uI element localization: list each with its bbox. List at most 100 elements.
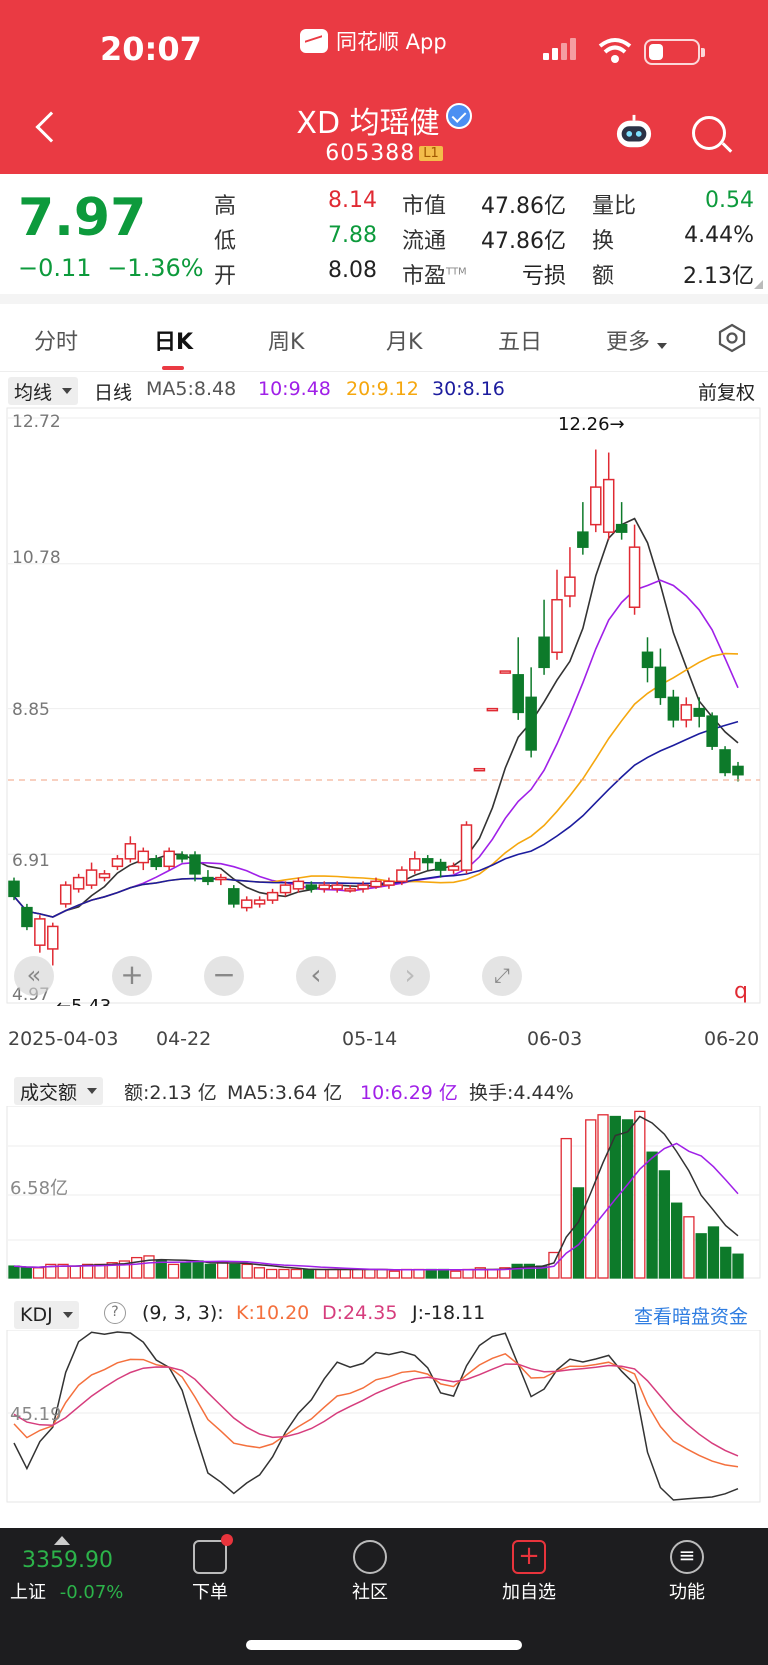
volume-bar: [585, 1119, 597, 1279]
signal-icon: [543, 38, 576, 60]
volume-bar: [401, 1268, 413, 1279]
index-value[interactable]: 3359.90: [22, 1548, 113, 1573]
volume-bar: [572, 1187, 585, 1279]
candle: [564, 576, 576, 597]
period-tabs: 分时 日K 周K 月K 五日 更多: [0, 304, 768, 372]
kdj-d-line: [13, 1363, 739, 1457]
volume-bar: [192, 1260, 204, 1279]
candle: [85, 869, 98, 886]
divider: [0, 294, 768, 304]
max-price-note: 12.26→: [558, 414, 625, 435]
volume-bar: [376, 1268, 388, 1279]
date-label: 05-14: [342, 1028, 398, 1050]
candle: [628, 546, 641, 608]
quote-panel: 7.97 −0.11 −1.36% 高 8.14 低 7.88 开 8.08 市…: [0, 174, 768, 294]
order-doc-icon: [193, 1534, 233, 1574]
volume-indicator-selector[interactable]: 成交额: [14, 1077, 104, 1105]
app-source-label[interactable]: 同花顺 App: [300, 26, 447, 56]
tab-weekly-k[interactable]: 周K: [268, 330, 305, 355]
volume-y-label: 6.58亿: [10, 1178, 68, 1199]
zoom-out-button[interactable]: −: [204, 956, 244, 996]
ma20-value: 20:9.12: [346, 378, 419, 400]
volume-bar: [474, 1267, 486, 1279]
kdj-k-line: [13, 1352, 739, 1468]
index-name[interactable]: 上证 -0.07%: [10, 1582, 124, 1603]
help-icon[interactable]: ?: [104, 1302, 126, 1324]
volume-bar: [131, 1256, 143, 1279]
expand-corner-icon[interactable]: [754, 280, 763, 289]
pe-value: 亏损: [521, 264, 566, 289]
adjust-label[interactable]: 前复权: [698, 382, 756, 404]
last-price: 7.97: [18, 188, 147, 248]
volume-amount: 额:2.13 亿: [124, 1082, 217, 1104]
ma-line-20: [13, 652, 739, 918]
tab-more[interactable]: 更多: [606, 324, 668, 356]
expand-up-icon[interactable]: [54, 1536, 70, 1545]
volume-bar: [20, 1267, 32, 1279]
min-price-note: ←5.43: [56, 996, 111, 1006]
candle: [499, 670, 512, 674]
nav-add-watchlist[interactable]: + 加自选: [502, 1540, 556, 1603]
verified-icon: [445, 103, 472, 129]
scroll-left-fast-button[interactable]: «: [14, 956, 54, 996]
scroll-right-button[interactable]: ›: [390, 956, 430, 996]
nav-community[interactable]: 社区: [325, 1528, 415, 1604]
float-value: 47.86亿: [481, 229, 566, 254]
candlestick-chart[interactable]: 12.72 10.78 8.85 6.91 4.97 12.26→ ←5.43 …: [0, 406, 768, 1006]
open-value: 8.08: [328, 258, 377, 283]
candle: [189, 854, 201, 875]
kdj-chart[interactable]: 45.19: [0, 1330, 768, 1506]
candle: [111, 858, 124, 868]
tab-five-day[interactable]: 五日: [498, 330, 543, 355]
stock-code: 605388 L1: [0, 141, 768, 166]
candle: [305, 884, 318, 890]
active-tab-indicator: [162, 366, 184, 370]
volume-chart[interactable]: 6.58亿: [0, 1106, 768, 1282]
y-label: 6.91: [12, 851, 50, 871]
chevron-down-icon: [62, 1312, 73, 1318]
volume-turnover: 换手:4.44%: [469, 1082, 574, 1104]
settings-hex-icon[interactable]: [716, 322, 748, 354]
candle: [693, 707, 705, 717]
fullscreen-button[interactable]: ⤢: [482, 956, 522, 996]
volratio-label: 量比: [592, 194, 637, 219]
tab-monthly-k[interactable]: 月K: [386, 330, 423, 355]
candle: [434, 861, 447, 871]
kdj-indicator-selector[interactable]: KDJ: [14, 1301, 79, 1329]
robot-assistant-icon[interactable]: [612, 113, 656, 151]
volume-bar: [8, 1265, 20, 1279]
volume-bar: [45, 1263, 57, 1279]
nav-order[interactable]: 下单: [165, 1528, 255, 1604]
scroll-left-button[interactable]: ‹: [296, 956, 336, 996]
candle: [447, 865, 460, 871]
low-label: 低: [214, 229, 237, 254]
battery-icon: [644, 39, 705, 65]
zoom-in-button[interactable]: +: [112, 956, 152, 996]
indicator-selector[interactable]: 均线: [8, 377, 79, 405]
candle: [344, 888, 356, 892]
dark-pool-link[interactable]: 查看暗盘资金: [634, 1306, 749, 1328]
stock-title: XD 均瑶健: [0, 98, 768, 142]
volume-bar: [511, 1263, 523, 1279]
candle: [240, 899, 253, 909]
add-plus-icon: +: [512, 1540, 546, 1574]
volume-bar: [634, 1110, 646, 1279]
tab-intraday[interactable]: 分时: [34, 330, 79, 355]
q-marker: q: [734, 979, 748, 1004]
candle: [706, 715, 718, 747]
wifi-icon: [598, 38, 632, 63]
header-bar: 20:07 同花顺 App XD 均瑶健 605388 L1: [0, 0, 768, 174]
chevron-down-icon: [87, 1088, 98, 1094]
period-label: 日线: [94, 382, 133, 404]
candle: [602, 478, 615, 533]
volume-bar: [266, 1268, 278, 1279]
volume-bar: [695, 1233, 707, 1279]
amount-label: 额: [592, 264, 615, 289]
candle: [357, 884, 369, 890]
search-icon[interactable]: [692, 116, 726, 150]
volume-bar: [229, 1263, 241, 1279]
kdj-d: D:24.35: [322, 1302, 398, 1324]
nav-functions[interactable]: ≡ 功能: [642, 1528, 732, 1604]
candle: [318, 884, 331, 890]
tab-daily-k[interactable]: 日K: [154, 330, 194, 355]
